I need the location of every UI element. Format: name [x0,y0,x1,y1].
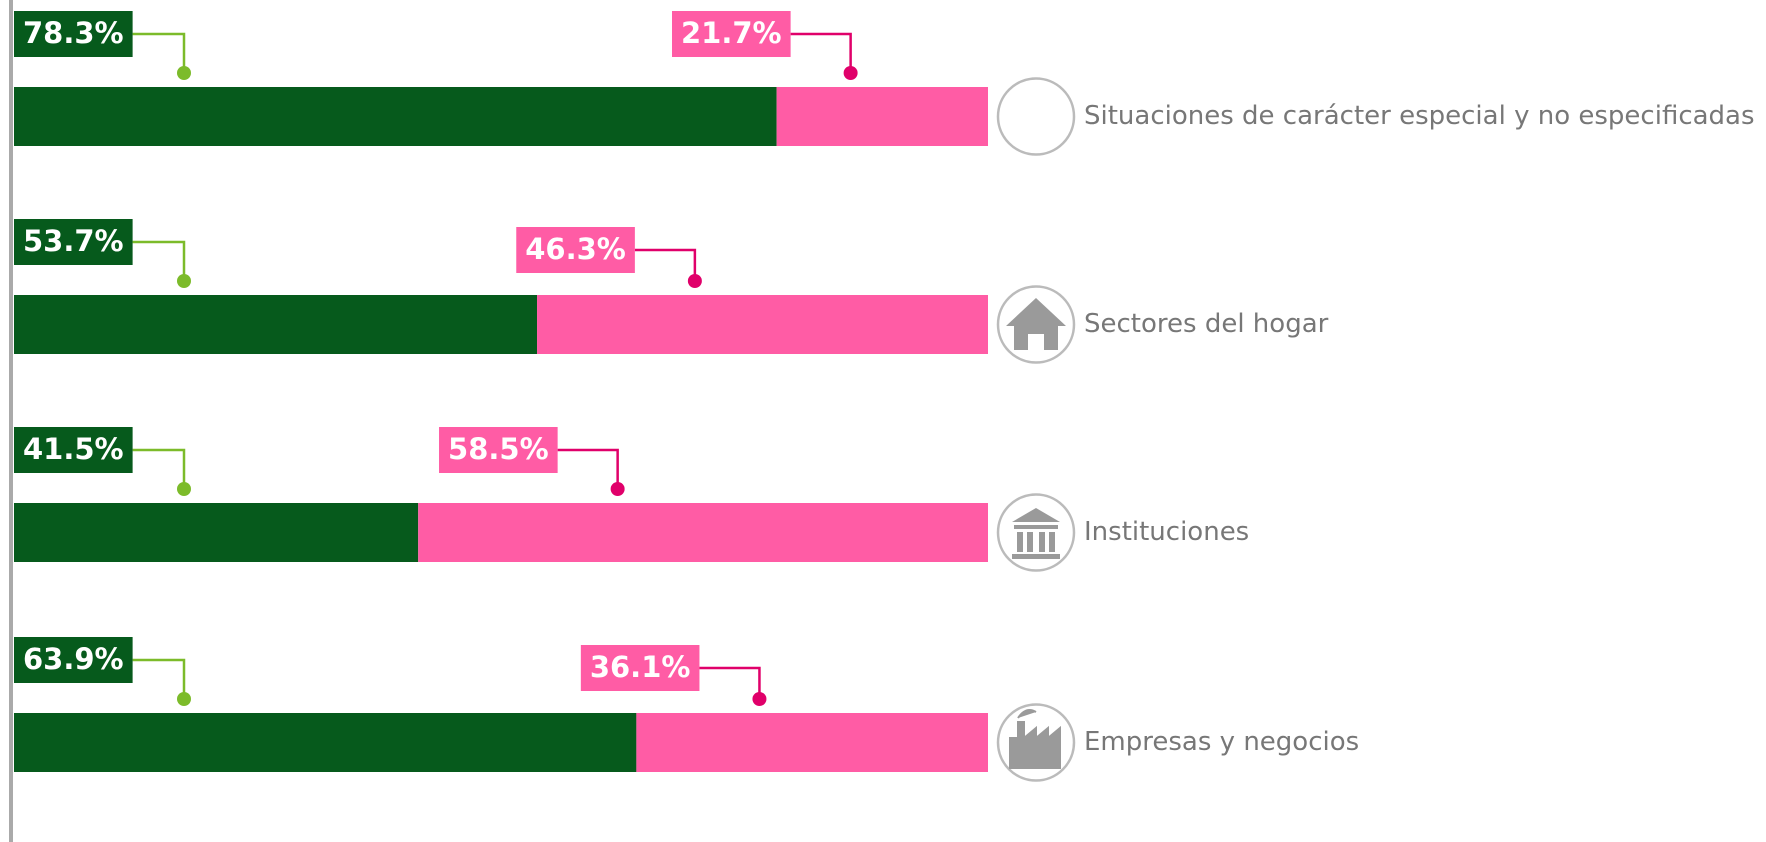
leader-dot [177,66,191,80]
icon-circle [996,285,1076,364]
leader-line [790,32,852,73]
leader-dot [177,692,191,706]
value-label: 46.3% [525,232,626,266]
bar-segment [14,713,637,772]
value-label: 41.5% [23,432,124,466]
leader-line [699,666,761,699]
value-label: 36.1% [590,650,691,684]
leader-dot [610,482,625,496]
value-label-box [439,427,558,473]
leader-line [132,240,186,281]
icon-circle [996,77,1076,156]
category-label: Sectores del hogar [1084,309,1329,339]
bar-segment [418,503,989,562]
value-label-box [14,11,133,57]
bar-segment [537,295,988,354]
value-label-box [672,11,791,57]
leader-dot [177,482,191,496]
value-label-box [516,227,635,273]
leader-line [132,448,186,489]
value-label: 21.7% [681,16,782,50]
bar-segment [14,503,419,562]
bar-segment [636,713,988,772]
value-label-box [14,637,133,683]
leader-line [132,32,186,73]
house-icon [1006,298,1066,350]
category-label: Empresas y negocios [1084,727,1359,757]
icon-circle [996,493,1076,572]
value-label: 63.9% [23,642,124,676]
leader-line [132,658,186,699]
value-label: 53.7% [23,224,124,258]
value-label: 58.5% [448,432,549,466]
leader-dot [177,274,191,288]
leader-line [634,248,697,281]
value-label: 78.3% [23,16,124,50]
leader-dot [687,274,702,288]
category-label: Instituciones [1084,517,1249,547]
value-label-box [14,427,133,473]
leader-dot [843,66,858,80]
category-label: Situaciones de carácter especial y no es… [1084,101,1755,131]
icon-circles [996,77,1076,782]
building-icon [1012,508,1060,559]
leader-dot [752,692,767,706]
icon-circle [996,703,1076,782]
bar-segment [14,87,777,146]
bar-segment [776,87,988,146]
value-label-box [580,645,700,691]
bar-segment [14,295,538,354]
value-label-box [14,219,133,265]
leader-line [557,448,619,489]
factory-icon [1009,709,1061,769]
